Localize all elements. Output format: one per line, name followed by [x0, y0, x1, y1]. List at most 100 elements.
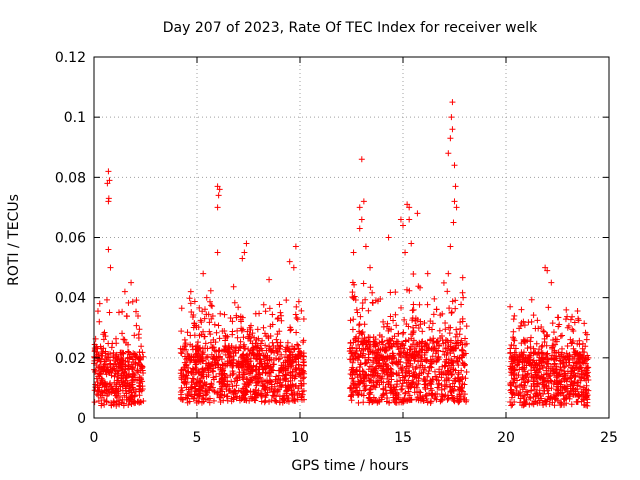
data-point	[216, 186, 223, 193]
data-point	[511, 349, 518, 356]
data-point	[210, 344, 217, 351]
data-point	[195, 379, 202, 386]
data-point	[372, 342, 379, 349]
data-point	[445, 324, 452, 331]
data-point	[106, 177, 113, 184]
data-point	[119, 308, 126, 315]
data-point	[352, 350, 359, 357]
data-point	[295, 352, 302, 359]
data-point	[567, 316, 574, 323]
data-point	[350, 339, 357, 346]
data-point	[230, 356, 237, 363]
data-point	[222, 335, 229, 342]
data-point	[268, 383, 275, 390]
data-point	[522, 368, 529, 375]
data-point	[201, 367, 208, 374]
data-point	[574, 398, 581, 405]
data-point	[454, 339, 461, 346]
data-point	[508, 365, 515, 372]
data-point	[449, 394, 456, 401]
data-point	[123, 313, 130, 320]
data-point	[376, 332, 383, 339]
data-point	[362, 345, 369, 352]
data-point	[244, 328, 251, 335]
data-point	[434, 357, 441, 364]
data-point	[278, 382, 285, 389]
data-point	[424, 270, 431, 277]
data-point	[203, 391, 210, 398]
data-point	[532, 325, 539, 332]
data-point	[536, 354, 543, 361]
data-point	[418, 354, 425, 361]
data-point	[194, 345, 201, 352]
data-point	[266, 305, 273, 312]
data-point	[191, 298, 198, 305]
data-point	[384, 320, 391, 327]
data-point	[359, 328, 366, 335]
data-point	[122, 377, 129, 384]
data-point	[207, 383, 214, 390]
data-point	[300, 359, 307, 366]
data-point	[557, 381, 564, 388]
data-point	[525, 377, 532, 384]
data-point	[403, 286, 410, 293]
data-point	[444, 345, 451, 352]
data-point	[393, 378, 400, 385]
data-point	[359, 300, 366, 307]
data-point	[102, 350, 109, 357]
data-point	[133, 297, 140, 304]
data-point	[107, 264, 114, 271]
data-point	[399, 369, 406, 376]
data-point	[178, 372, 185, 379]
data-point	[411, 357, 418, 364]
data-point	[262, 386, 269, 393]
data-point	[536, 346, 543, 353]
data-point	[380, 386, 387, 393]
data-point	[94, 308, 101, 315]
data-point	[527, 338, 534, 345]
data-point	[369, 299, 376, 306]
data-point	[233, 359, 240, 366]
data-point	[262, 308, 269, 315]
data-point	[535, 380, 542, 387]
data-point	[548, 385, 555, 392]
data-point	[236, 369, 243, 376]
data-point	[438, 371, 445, 378]
data-point	[419, 396, 426, 403]
data-point	[120, 402, 127, 409]
data-point	[350, 356, 357, 363]
data-point	[230, 391, 237, 398]
data-point	[544, 267, 551, 274]
data-point	[196, 304, 203, 311]
data-point	[527, 395, 534, 402]
data-point	[118, 354, 125, 361]
data-point	[276, 345, 283, 352]
data-point	[202, 340, 209, 347]
data-point	[400, 342, 407, 349]
data-point	[536, 387, 543, 394]
data-point	[536, 366, 543, 373]
data-point	[447, 383, 454, 390]
data-point	[414, 210, 421, 217]
data-point	[130, 350, 137, 357]
data-point	[581, 320, 588, 327]
data-point	[428, 391, 435, 398]
data-point	[530, 383, 537, 390]
data-point	[409, 350, 416, 357]
data-point	[347, 317, 354, 324]
data-point	[242, 397, 249, 404]
data-point	[427, 363, 434, 370]
data-point	[524, 355, 531, 362]
data-point	[349, 388, 356, 395]
data-point	[520, 375, 527, 382]
data-point	[423, 357, 430, 364]
data-point	[518, 402, 525, 409]
data-point	[549, 352, 556, 359]
data-point	[422, 392, 429, 399]
data-point	[386, 343, 393, 350]
data-point	[507, 382, 514, 389]
data-point	[196, 383, 203, 390]
data-point	[525, 319, 532, 326]
data-point	[125, 349, 132, 356]
data-point	[181, 343, 188, 350]
